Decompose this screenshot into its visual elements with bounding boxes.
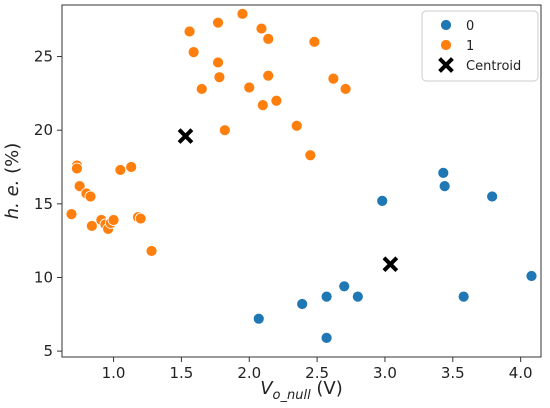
x-tick-label: 4.0 [509,364,533,382]
series-1-point [195,83,208,95]
x-axis-label: Vo_null (V) [260,378,343,403]
legend-label-0: 0 [466,19,474,34]
series-1-point [107,214,120,226]
series-1-point [85,220,98,232]
series-0-point [320,331,333,344]
series-1-point [236,7,249,20]
series-0-point [252,312,265,325]
series-1-point [114,164,127,176]
series-1-point [73,180,86,193]
series-1-point [187,46,200,59]
series-1-point [327,72,340,85]
centroid-marker [177,128,194,144]
series-1-point [183,25,196,38]
series-0-point [525,270,538,282]
legend-label-centroid: Centroid [466,59,521,74]
series-1-point [134,212,147,225]
series-0-point [438,180,451,193]
x-axis-label-main: V [260,378,274,399]
series-1-point [290,119,303,132]
legend-centroid-x [438,57,454,73]
series-0-point [376,194,389,207]
x-tick-label: 2.0 [237,364,261,382]
legend: 0 1 Centroid [421,10,539,82]
series-0-point [338,280,351,293]
series-1-point [308,35,321,48]
series-1-point [339,83,352,95]
series-1-point [212,56,224,69]
series-1-point [212,16,224,29]
series-1-point [255,22,268,35]
y-axis-label-main: h. e. [2,180,23,220]
y-axis-label-unit: (%) [2,143,23,180]
x-axis-label-unit: (V) [311,378,343,399]
series-1-point [71,162,83,175]
legend-marker-1 [440,39,452,51]
x-tick-label: 3.5 [441,364,465,382]
series-1-point [213,71,226,84]
x-axis-label-subscript: o_null [273,388,312,403]
x-axis-ticks: 1.0 1.5 2.0 2.5 3.0 3.5 4.0 [102,357,533,382]
y-axis-ticks: 5 10 15 20 25 [34,48,62,360]
x-tick-label: 3.0 [373,364,397,382]
series-1-point [65,208,78,221]
series-0-point [486,190,499,203]
x-tick-label: 1.5 [169,364,193,382]
series-0-point [320,290,333,303]
series-1-point [218,124,231,137]
series-0-point [296,298,309,310]
y-tick-label: 10 [34,268,53,286]
x-tick-label: 1.0 [102,364,126,382]
legend-marker-centroid [438,57,454,73]
y-tick-label: 5 [43,342,53,360]
series-1-point [145,245,158,257]
centroid-marker [382,256,399,273]
data-points [65,7,538,344]
series-0-point [351,290,364,303]
y-tick-label: 15 [34,195,53,213]
series-0-point [457,290,470,303]
series-1-point [262,69,275,82]
series-1-point [243,81,256,94]
series-1-point [270,94,283,107]
series-1-point [125,161,138,173]
series-1-point [256,99,269,112]
x-tick-label: 2.5 [305,364,329,382]
series-1-point [304,149,317,162]
plot-frame [61,4,542,358]
series-1-point [84,190,97,203]
y-axis-label: h. e. (%) [2,143,23,220]
y-tick-label: 20 [34,121,53,139]
legend-box [421,10,539,82]
legend-marker-0 [440,19,452,31]
legend-label-1: 1 [466,39,474,54]
series-0-point [437,166,450,179]
y-tick-label: 25 [34,48,53,66]
series-1-point [262,32,275,45]
